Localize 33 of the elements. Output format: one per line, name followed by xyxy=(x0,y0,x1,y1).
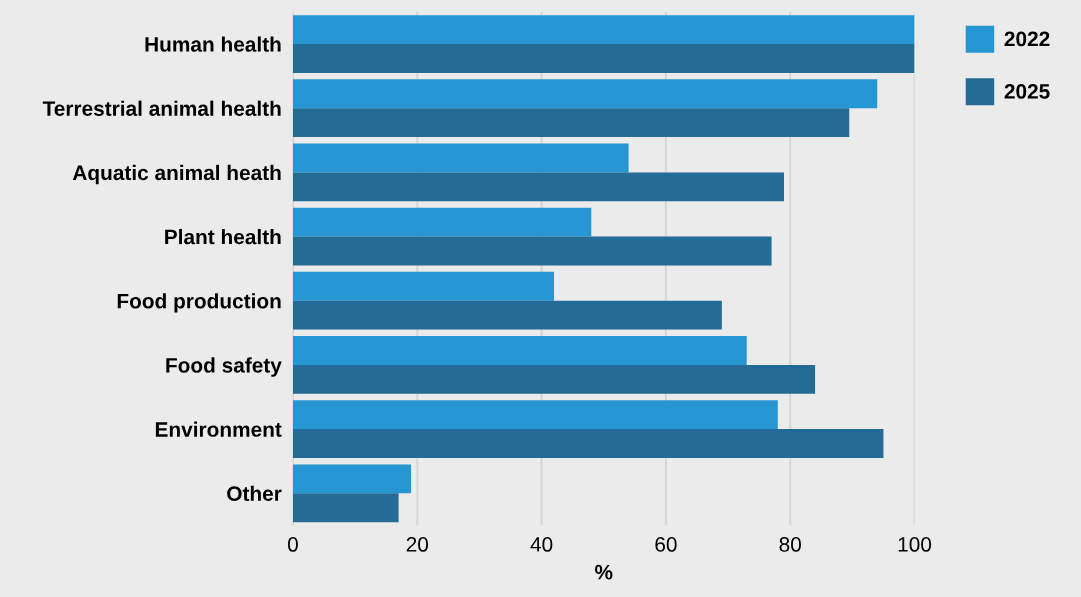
bar xyxy=(292,493,399,523)
bar xyxy=(292,207,592,237)
x-axis-title: % xyxy=(594,564,613,580)
bar xyxy=(292,464,412,494)
x-tick-label: 60 xyxy=(655,537,677,552)
y-tick-label: Human health xyxy=(145,36,281,52)
bar xyxy=(292,271,555,301)
legend-label: 2025 xyxy=(1004,84,1050,99)
bar xyxy=(292,364,816,394)
bar xyxy=(292,44,915,73)
x-tick-label: 20 xyxy=(406,537,429,552)
y-tick-label: Plant health xyxy=(165,229,281,245)
x-tick-label: 80 xyxy=(779,537,801,552)
bar xyxy=(292,236,772,266)
bar xyxy=(292,143,629,173)
y-tick-label: Food production xyxy=(117,293,281,313)
x-tick-label: 40 xyxy=(530,537,553,552)
x-tick-label: 0 xyxy=(287,537,298,552)
bar xyxy=(292,79,878,109)
bar xyxy=(292,300,722,330)
legend-label: 2022 xyxy=(1004,31,1050,47)
bar xyxy=(292,108,850,138)
y-tick-label: Aquatic animal heath xyxy=(72,164,281,185)
bar xyxy=(292,15,915,45)
x-tick-label: 100 xyxy=(898,537,932,552)
bar xyxy=(292,172,784,202)
y-tick-label: Terrestrial animal health xyxy=(42,100,281,116)
bar xyxy=(292,400,778,430)
bar xyxy=(292,336,747,365)
y-tick-label: Other xyxy=(227,485,282,502)
y-tick-label: Environment xyxy=(155,421,282,437)
y-tick-label: Food safety xyxy=(166,357,282,377)
bar xyxy=(292,429,884,458)
